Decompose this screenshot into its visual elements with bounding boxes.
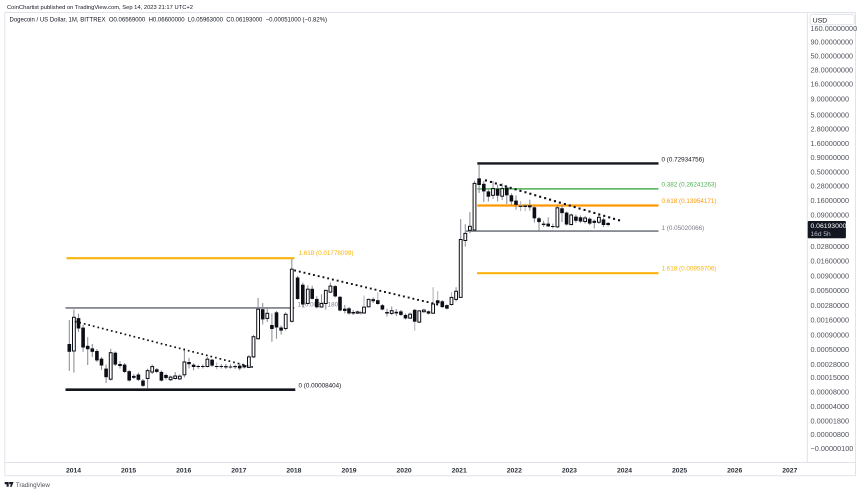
svg-text:16.00000000: 16.00000000 [811,80,854,89]
svg-text:2020: 2020 [397,468,412,475]
svg-text:0.618 (0.13954171): 0.618 (0.13954171) [662,198,717,205]
svg-text:2026: 2026 [727,468,742,475]
svg-text:2.80000000: 2.80000000 [811,124,850,133]
svg-text:1.618 (0.01778099): 1.618 (0.01778099) [299,250,354,257]
svg-text:0.06193000: 0.06193000 [811,223,847,230]
svg-text:USD: USD [813,18,827,25]
svg-text:2025: 2025 [672,468,687,475]
svg-text:0.00001800: 0.00001800 [811,417,850,426]
svg-text:2017: 2017 [231,468,246,475]
svg-text:0.00090000: 0.00090000 [811,330,850,339]
svg-text:160.00000000: 160.00000000 [811,24,858,33]
svg-text:2015: 2015 [121,468,136,475]
svg-text:50.00000000: 50.00000000 [811,51,854,60]
svg-text:0.01600000: 0.01600000 [811,257,850,266]
svg-text:1.60000000: 1.60000000 [811,139,850,148]
svg-text:Dogecoin / US Dollar, 1M, BITT: Dogecoin / US Dollar, 1M, BITTREX O0.065… [10,17,328,23]
svg-text:0.90000000: 0.90000000 [811,153,850,162]
svg-text:0.09000000: 0.09000000 [811,210,850,219]
svg-text:0 (0.00008404): 0 (0.00008404) [299,382,342,389]
svg-text:1.618 (0.00959706): 1.618 (0.00959706) [662,266,717,273]
svg-text:2018: 2018 [286,468,301,475]
svg-text:0.02800000: 0.02800000 [811,242,850,251]
svg-text:−0.00000100: −0.00000100 [811,444,854,453]
svg-text:2024: 2024 [617,468,632,475]
svg-text:0.00000800: 0.00000800 [811,430,850,439]
svg-text:0 (0.72934756): 0 (0.72934756) [662,157,705,164]
svg-text:0.00050000: 0.00050000 [811,345,850,354]
svg-text:2023: 2023 [562,468,577,475]
svg-text:0.00015000: 0.00015000 [811,373,850,382]
svg-text:0.28000000: 0.28000000 [811,182,850,191]
svg-text:2016: 2016 [176,468,191,475]
svg-text:0.50000000: 0.50000000 [811,167,850,176]
svg-text:2022: 2022 [507,468,522,475]
svg-text:0.16000000: 0.16000000 [811,196,850,205]
svg-text:9.00000000: 9.00000000 [811,95,850,104]
svg-text:2019: 2019 [341,468,356,475]
svg-text:5.00000000: 5.00000000 [811,111,850,120]
svg-text:0.382 (0.26241263): 0.382 (0.26241263) [662,182,717,189]
svg-text:90.00000000: 90.00000000 [811,37,854,46]
svg-text:2021: 2021 [452,468,467,475]
svg-text:0.00900000: 0.00900000 [811,271,850,280]
svg-text:0.00028000: 0.00028000 [811,360,850,369]
svg-text:TradingView: TradingView [16,482,51,489]
svg-text:0.00008000: 0.00008000 [811,388,850,397]
svg-text:1 (0.05020066): 1 (0.05020066) [662,225,705,232]
svg-text:2027: 2027 [782,468,797,475]
svg-text:1 (0.00237180): 1 (0.00237180) [298,301,341,308]
svg-text:2014: 2014 [66,468,81,475]
svg-text:28.00000000: 28.00000000 [811,66,854,75]
svg-text:0.00160000: 0.00160000 [811,316,850,325]
svg-text:16d 5h: 16d 5h [811,231,832,238]
svg-text:CoinChartist published on Trad: CoinChartist published on TradingView.co… [7,5,193,11]
svg-text:0.00500000: 0.00500000 [811,286,850,295]
svg-text:0.00004000: 0.00004000 [811,402,850,411]
svg-text:0.00280000: 0.00280000 [811,301,850,310]
